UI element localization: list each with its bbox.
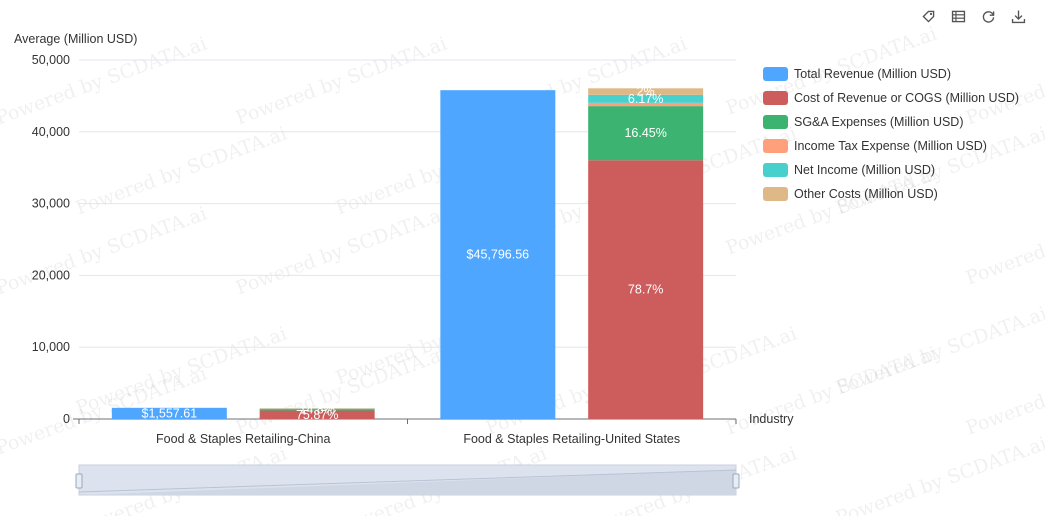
bar-segment-0[interactable] [588,160,704,419]
bar-label-segment-3: 6.17% [628,92,663,106]
x-axis: Food & Staples Retailing-China Food & Sta… [73,418,737,446]
bar-label-segment-4: 2% [637,85,655,99]
zoom-handle-right[interactable] [732,473,740,489]
bar-segment-0[interactable] [259,410,375,419]
legend-label: Other Costs (Million USD) [794,187,938,201]
legend-label: Total Revenue (Million USD) [794,67,952,81]
legend-swatch [763,187,788,201]
y-tick-label: 30,000 [32,197,70,211]
bar-label-segment-0: 75.87% [296,408,338,422]
legend-item[interactable]: Other Costs (Million USD) [763,182,1019,206]
bar-total-revenue[interactable] [111,407,227,419]
bar-segment-2[interactable] [259,408,375,410]
y-axis-ticks: 0 10,000 20,000 30,000 40,000 50,000 [32,53,70,426]
refresh-icon[interactable] [978,6,998,26]
legend-swatch [763,163,788,177]
bar-segment-4[interactable] [259,408,375,409]
legend-item[interactable]: Net Income (Million USD) [763,158,1019,182]
y-axis-title: Average (Million USD) [14,32,137,46]
data-view-icon[interactable] [948,6,968,26]
legend-label: Income Tax Expense (Million USD) [794,139,987,153]
bar-segment-3[interactable] [588,94,704,103]
y-tick-label: 10,000 [32,340,70,354]
x-axis-title: Industry [749,412,794,426]
bars [111,88,704,420]
chart-legend: Total Revenue (Million USD) Cost of Reven… [763,62,1019,206]
y-tick-label: 0 [63,412,70,426]
x-tick-label: Food & Staples Retailing-China [156,432,330,446]
bar-label-total-revenue: $1,557.61 [142,406,198,420]
legend-swatch [763,67,788,81]
bar-segment-1[interactable] [259,408,375,411]
zoom-handle-left[interactable] [75,473,83,489]
legend-label: Net Income (Million USD) [794,163,936,177]
download-icon[interactable] [1008,6,1028,26]
legend-item[interactable]: SG&A Expenses (Million USD) [763,110,1019,134]
bar-segment-4[interactable] [588,88,704,95]
bar-segment-1[interactable] [588,106,704,161]
data-zoom-slider[interactable] [75,464,740,496]
legend-swatch [763,115,788,129]
y-tick-label: 50,000 [32,53,70,67]
tag-icon[interactable] [918,6,938,26]
x-tick-label: Food & Staples Retailing-United States [463,432,680,446]
bar-label-segment-1: 14.8% [299,403,334,417]
bar-total-revenue[interactable] [440,90,556,420]
data-labels: $1,557.61 75.87%14.8% $45,796.56 78.7% 16.45… [142,85,667,422]
bar-label-total-revenue: $45,796.56 [467,248,530,262]
legend-label: SG&A Expenses (Million USD) [794,115,964,129]
y-tick-label: 40,000 [32,125,70,139]
legend-swatch [763,139,788,153]
bar-label-segment-1: 16.45% [624,126,666,140]
legend-item[interactable]: Income Tax Expense (Million USD) [763,134,1019,158]
bar-segment-2[interactable] [588,102,704,107]
bar-label-segment-0: 78.7% [628,283,663,297]
y-tick-label: 20,000 [32,268,70,282]
legend-item[interactable]: Total Revenue (Million USD) [763,62,1019,86]
legend-swatch [763,91,788,105]
chart-toolbar [918,6,1028,26]
legend-item[interactable]: Cost of Revenue or COGS (Million USD) [763,86,1019,110]
legend-label: Cost of Revenue or COGS (Million USD) [794,91,1020,105]
